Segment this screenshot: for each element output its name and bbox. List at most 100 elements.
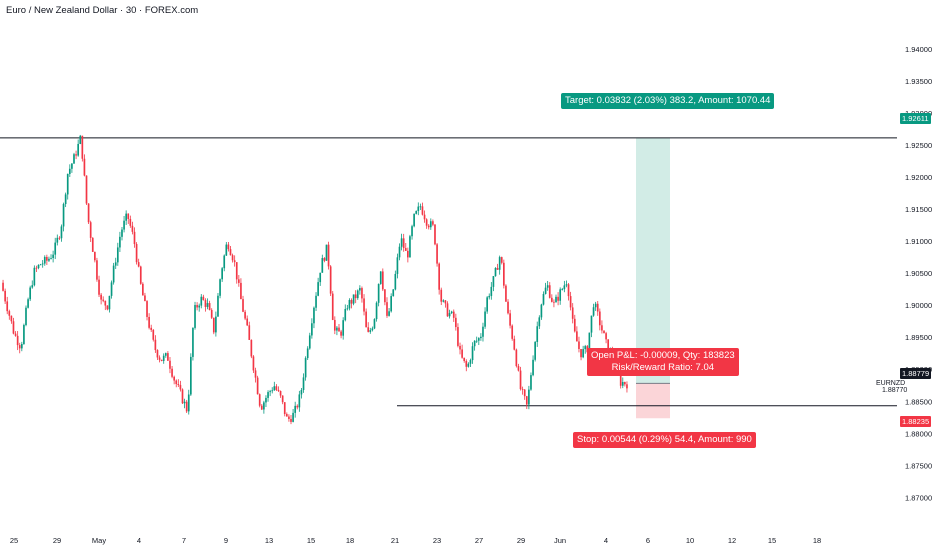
candle-body bbox=[621, 382, 624, 386]
candle-body bbox=[500, 257, 503, 263]
candle-body bbox=[52, 254, 54, 258]
candle-body bbox=[432, 221, 434, 225]
candle-body bbox=[16, 335, 19, 346]
candle-body bbox=[125, 213, 127, 221]
candle-body bbox=[321, 258, 324, 273]
candle-body bbox=[98, 279, 100, 295]
candle-body bbox=[404, 248, 407, 251]
candle-body bbox=[429, 221, 432, 228]
candle-body bbox=[467, 363, 470, 367]
candle-body bbox=[465, 360, 468, 367]
candle-body bbox=[119, 236, 121, 248]
candle-body bbox=[231, 255, 234, 261]
candle-body bbox=[308, 335, 311, 349]
candle-body bbox=[100, 294, 102, 300]
time-axis[interactable]: 25 29 May 4 7 9 13 15 18 21 23 27 29 Jun 4 6 10 12 15 18 bbox=[10, 536, 821, 545]
candle-body bbox=[584, 346, 587, 350]
candle-body bbox=[419, 206, 422, 208]
candle-body bbox=[290, 418, 292, 422]
candle-body bbox=[265, 397, 267, 403]
loss-zone bbox=[636, 383, 670, 419]
candle-body bbox=[455, 317, 457, 328]
candle-body bbox=[129, 218, 132, 226]
candle-body bbox=[156, 350, 159, 358]
price-tick-label: 1.91500 bbox=[905, 205, 932, 214]
candle-body bbox=[367, 327, 370, 332]
time-tick-label: 25 bbox=[10, 536, 18, 545]
price-tick-label: 1.88500 bbox=[905, 397, 932, 406]
time-tick-label: 21 bbox=[391, 536, 399, 545]
candle-body bbox=[333, 319, 336, 331]
candle-body bbox=[48, 258, 50, 261]
candle-body bbox=[208, 303, 211, 310]
candle-body bbox=[152, 329, 155, 340]
candle-body bbox=[471, 346, 474, 361]
candle-body bbox=[173, 376, 175, 381]
horizontal-lines[interactable] bbox=[0, 137, 897, 407]
candle-body bbox=[515, 349, 518, 367]
candle-body bbox=[240, 282, 242, 300]
candle-body bbox=[77, 143, 80, 156]
time-tick-label: 18 bbox=[813, 536, 821, 545]
candle-body bbox=[444, 300, 447, 304]
candle-body bbox=[18, 345, 21, 349]
open-pnl-label[interactable]: Open P&L: -0.00009, Qty: 183823 Risk/Rew… bbox=[587, 348, 739, 376]
candle-body bbox=[96, 260, 98, 280]
candle-body bbox=[384, 289, 386, 303]
candle-body bbox=[482, 326, 484, 337]
candle-body bbox=[46, 256, 48, 261]
candle-body bbox=[83, 158, 86, 176]
candle-body bbox=[521, 389, 524, 390]
candle-body bbox=[23, 325, 25, 345]
candle-body bbox=[555, 296, 557, 303]
candle-body bbox=[396, 257, 399, 274]
candle-body bbox=[110, 282, 113, 296]
candle-body bbox=[260, 405, 263, 410]
candle-body bbox=[6, 301, 9, 312]
stop-label[interactable]: Stop: 0.00544 (0.29%) 54.4, Amount: 990 bbox=[573, 432, 756, 448]
candle-body bbox=[409, 236, 411, 258]
candle-body bbox=[283, 402, 286, 415]
candle-body bbox=[237, 279, 240, 283]
candle-body bbox=[336, 327, 338, 331]
candle-body bbox=[344, 309, 347, 321]
time-tick-label: 4 bbox=[604, 536, 608, 545]
candle-body bbox=[66, 173, 69, 195]
price-tick-label: 1.93500 bbox=[905, 77, 932, 86]
candle-body bbox=[177, 384, 180, 386]
candle-body bbox=[601, 325, 603, 331]
candle-body bbox=[442, 300, 445, 302]
candle-body bbox=[56, 237, 59, 243]
time-tick-label: 29 bbox=[517, 536, 525, 545]
candle-body bbox=[519, 370, 522, 390]
price-tick-label: 1.92500 bbox=[905, 141, 932, 150]
candle-body bbox=[158, 357, 161, 360]
price-tick-label: 1.91000 bbox=[905, 237, 932, 246]
candle-body bbox=[196, 305, 198, 308]
candle-body bbox=[273, 386, 276, 391]
candle-body bbox=[486, 297, 488, 312]
candle-body bbox=[198, 305, 201, 308]
candle-body bbox=[473, 340, 476, 347]
candle-body bbox=[4, 290, 6, 302]
candle-body bbox=[557, 296, 559, 301]
candle-body bbox=[325, 244, 328, 261]
last-price-tag: 1.88779 bbox=[900, 368, 932, 379]
time-tick-label: 4 bbox=[137, 536, 141, 545]
target-price-tag: 1.92611 bbox=[900, 113, 931, 124]
price-tick-label: 1.94000 bbox=[905, 45, 932, 54]
candle-body bbox=[448, 313, 451, 317]
candle-body bbox=[398, 246, 401, 258]
candle-body bbox=[277, 389, 280, 392]
candle-body bbox=[43, 256, 46, 264]
candle-body bbox=[563, 285, 566, 290]
candle-body bbox=[116, 247, 119, 263]
candle-body bbox=[469, 360, 472, 364]
candle-body bbox=[179, 385, 182, 390]
target-label[interactable]: Target: 0.03832 (2.03%) 383.2, Amount: 1… bbox=[561, 93, 775, 109]
candle-body bbox=[452, 311, 455, 318]
candle-body bbox=[359, 288, 361, 291]
candle-body bbox=[340, 331, 342, 336]
